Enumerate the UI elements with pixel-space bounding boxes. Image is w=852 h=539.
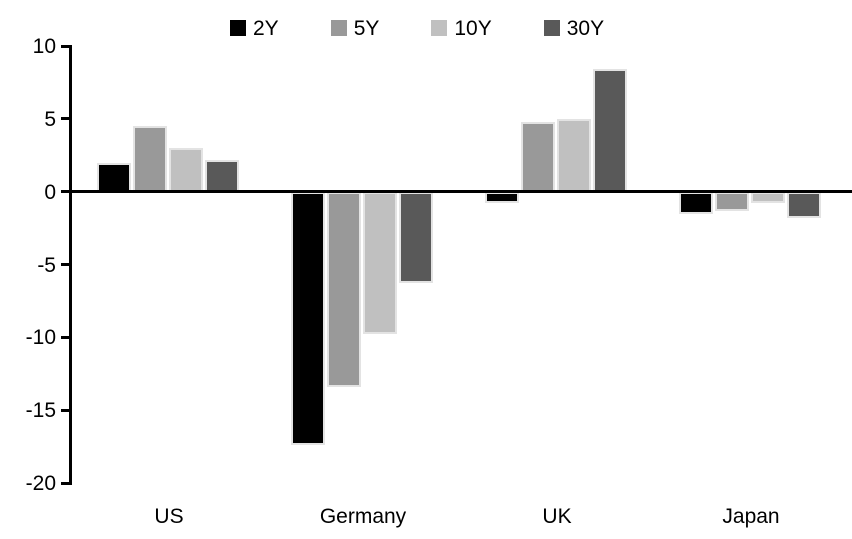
legend-item-30y: 30Y bbox=[543, 16, 605, 40]
y-axis-tick-label: 0 bbox=[44, 180, 56, 204]
legend-item-5y: 5Y bbox=[330, 16, 380, 40]
x-axis-label-germany: Germany bbox=[319, 505, 407, 528]
bar-us-10y bbox=[169, 147, 203, 192]
legend-swatch-30y bbox=[543, 20, 560, 36]
chart-legend: 2Y 5Y 10Y 30Y bbox=[230, 14, 604, 42]
zero-line bbox=[69, 189, 852, 194]
bar-japan-2y bbox=[679, 191, 713, 214]
bar-germany-30y bbox=[399, 191, 433, 284]
x-axis-label-uk: UK bbox=[542, 505, 572, 528]
bar-uk-10y bbox=[557, 118, 591, 192]
bar-us-30y bbox=[205, 159, 239, 192]
legend-item-2y: 2Y bbox=[230, 18, 279, 39]
y-axis-tick-label: 5 bbox=[44, 107, 56, 131]
y-axis-line bbox=[69, 44, 72, 485]
bar-uk-30y bbox=[593, 69, 627, 192]
bar-us-2y bbox=[97, 162, 131, 192]
legend-item-10y: 10Y bbox=[431, 16, 492, 40]
legend-swatch-2y bbox=[230, 20, 246, 36]
legend-label: 30Y bbox=[566, 16, 605, 40]
y-axis-tick bbox=[61, 263, 69, 266]
x-axis-label-japan: Japan bbox=[722, 505, 780, 528]
bar-japan-30y bbox=[787, 191, 821, 218]
y-axis-tick bbox=[61, 481, 69, 485]
bar-us-5y bbox=[133, 126, 167, 192]
bar-germany-10y bbox=[363, 191, 397, 335]
y-axis-tick-label: -15 bbox=[25, 399, 56, 423]
bar-germany-2y bbox=[291, 191, 325, 446]
y-axis-tick-label: -10 bbox=[25, 326, 56, 350]
y-axis-tick bbox=[61, 44, 69, 48]
y-axis-tick-label: 10 bbox=[32, 35, 56, 58]
y-axis-tick-label: -20 bbox=[25, 472, 56, 495]
legend-label: 10Y bbox=[454, 16, 492, 40]
bar-germany-5y bbox=[327, 191, 361, 387]
y-axis-tick-label: -5 bbox=[37, 253, 56, 277]
x-axis-label-us: US bbox=[154, 505, 184, 528]
legend-label: 2Y bbox=[253, 16, 279, 40]
y-axis-tick bbox=[61, 190, 69, 194]
bar-japan-5y bbox=[715, 191, 749, 211]
legend-swatch-5y bbox=[330, 20, 347, 36]
y-axis-tick bbox=[61, 408, 69, 412]
y-axis-tick bbox=[61, 117, 69, 121]
legend-label: 5Y bbox=[353, 16, 380, 40]
y-axis-tick bbox=[61, 335, 69, 339]
legend-swatch-10y bbox=[431, 20, 448, 36]
bar-uk-5y bbox=[521, 121, 555, 192]
